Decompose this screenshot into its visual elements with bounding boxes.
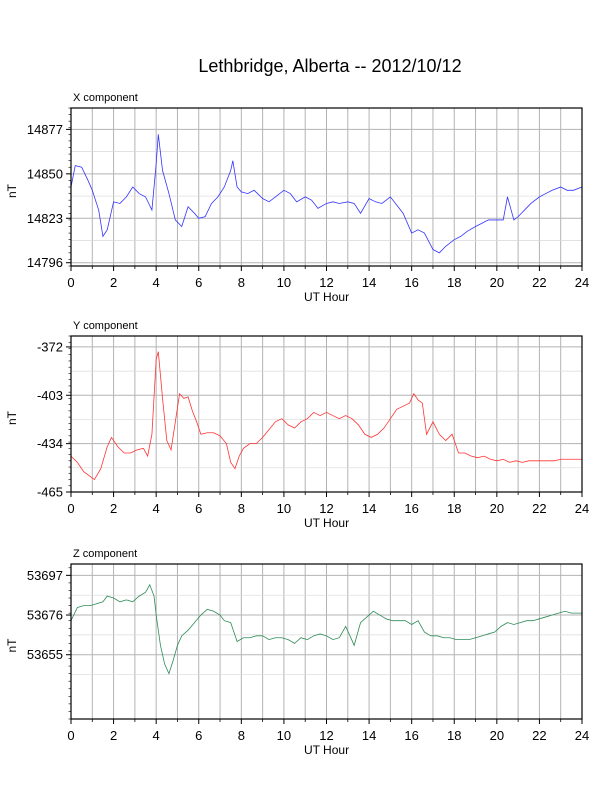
y-tick-label: 14796 — [27, 255, 63, 270]
component-label: Y component — [73, 320, 138, 332]
y-tick-label: 53697 — [27, 568, 63, 583]
x-tick-label: 24 — [575, 728, 589, 743]
y-tick-label: 53655 — [27, 647, 63, 662]
x-tick-label: 22 — [532, 275, 546, 290]
x-tick-label: 22 — [532, 501, 546, 516]
x-tick-label: 6 — [195, 728, 202, 743]
y-tick-label: 53676 — [27, 608, 63, 623]
x-tick-label: 2 — [110, 275, 117, 290]
component-label: Z component — [73, 548, 137, 560]
x-tick-label: 12 — [319, 275, 333, 290]
x-tick-label: 4 — [153, 728, 160, 743]
x-tick-label: 0 — [67, 728, 74, 743]
page-title: Lethbridge, Alberta -- 2012/10/12 — [198, 56, 462, 76]
x-tick-label: 24 — [575, 275, 589, 290]
y-axis-label: nT — [5, 638, 19, 653]
x-tick-label: 22 — [532, 728, 546, 743]
x-tick-label: 14 — [362, 728, 376, 743]
component-label: X component — [73, 92, 138, 104]
x-tick-label: 10 — [277, 501, 291, 516]
x-tick-label: 16 — [404, 501, 418, 516]
x-tick-label: 14 — [362, 501, 376, 516]
x-tick-label: 16 — [404, 728, 418, 743]
x-tick-label: 18 — [447, 275, 461, 290]
x-tick-label: 0 — [67, 501, 74, 516]
x-tick-label: 20 — [490, 728, 504, 743]
y-tick-label: -403 — [37, 388, 63, 403]
x-axis-label: UT Hour — [304, 290, 349, 304]
x-tick-label: 4 — [153, 501, 160, 516]
x-tick-label: 12 — [319, 501, 333, 516]
y-axis-label: nT — [5, 410, 19, 425]
data-series-line — [70, 351, 582, 481]
x-tick-label: 8 — [238, 275, 245, 290]
x-tick-label: 24 — [575, 501, 589, 516]
x-tick-label: 12 — [319, 728, 333, 743]
x-tick-label: 20 — [490, 275, 504, 290]
y-tick-label: 14850 — [27, 166, 63, 181]
x-axis-label: UT Hour — [304, 516, 349, 530]
y-tick-label: -434 — [37, 436, 63, 451]
x-axis-label: UT Hour — [304, 743, 349, 757]
x-tick-label: 20 — [490, 501, 504, 516]
x-tick-label: 2 — [110, 728, 117, 743]
x-tick-label: 0 — [67, 275, 74, 290]
data-series-line — [70, 134, 583, 254]
y-tick-label: -465 — [37, 485, 63, 500]
data-series-line — [70, 583, 582, 675]
x-tick-label: 10 — [277, 275, 291, 290]
y-tick-label: 14877 — [27, 122, 63, 137]
x-tick-label: 6 — [195, 501, 202, 516]
x-tick-label: 8 — [238, 501, 245, 516]
x-tick-label: 18 — [447, 728, 461, 743]
x-tick-label: 8 — [238, 728, 245, 743]
x-tick-label: 10 — [277, 728, 291, 743]
y-tick-label: 14823 — [27, 211, 63, 226]
x-tick-label: 16 — [404, 275, 418, 290]
y-tick-label: -372 — [37, 339, 63, 354]
x-tick-label: 2 — [110, 501, 117, 516]
x-tick-label: 18 — [447, 501, 461, 516]
x-tick-label: 6 — [195, 275, 202, 290]
x-tick-label: 14 — [362, 275, 376, 290]
y-axis-label: nT — [5, 183, 19, 198]
x-tick-label: 4 — [153, 275, 160, 290]
